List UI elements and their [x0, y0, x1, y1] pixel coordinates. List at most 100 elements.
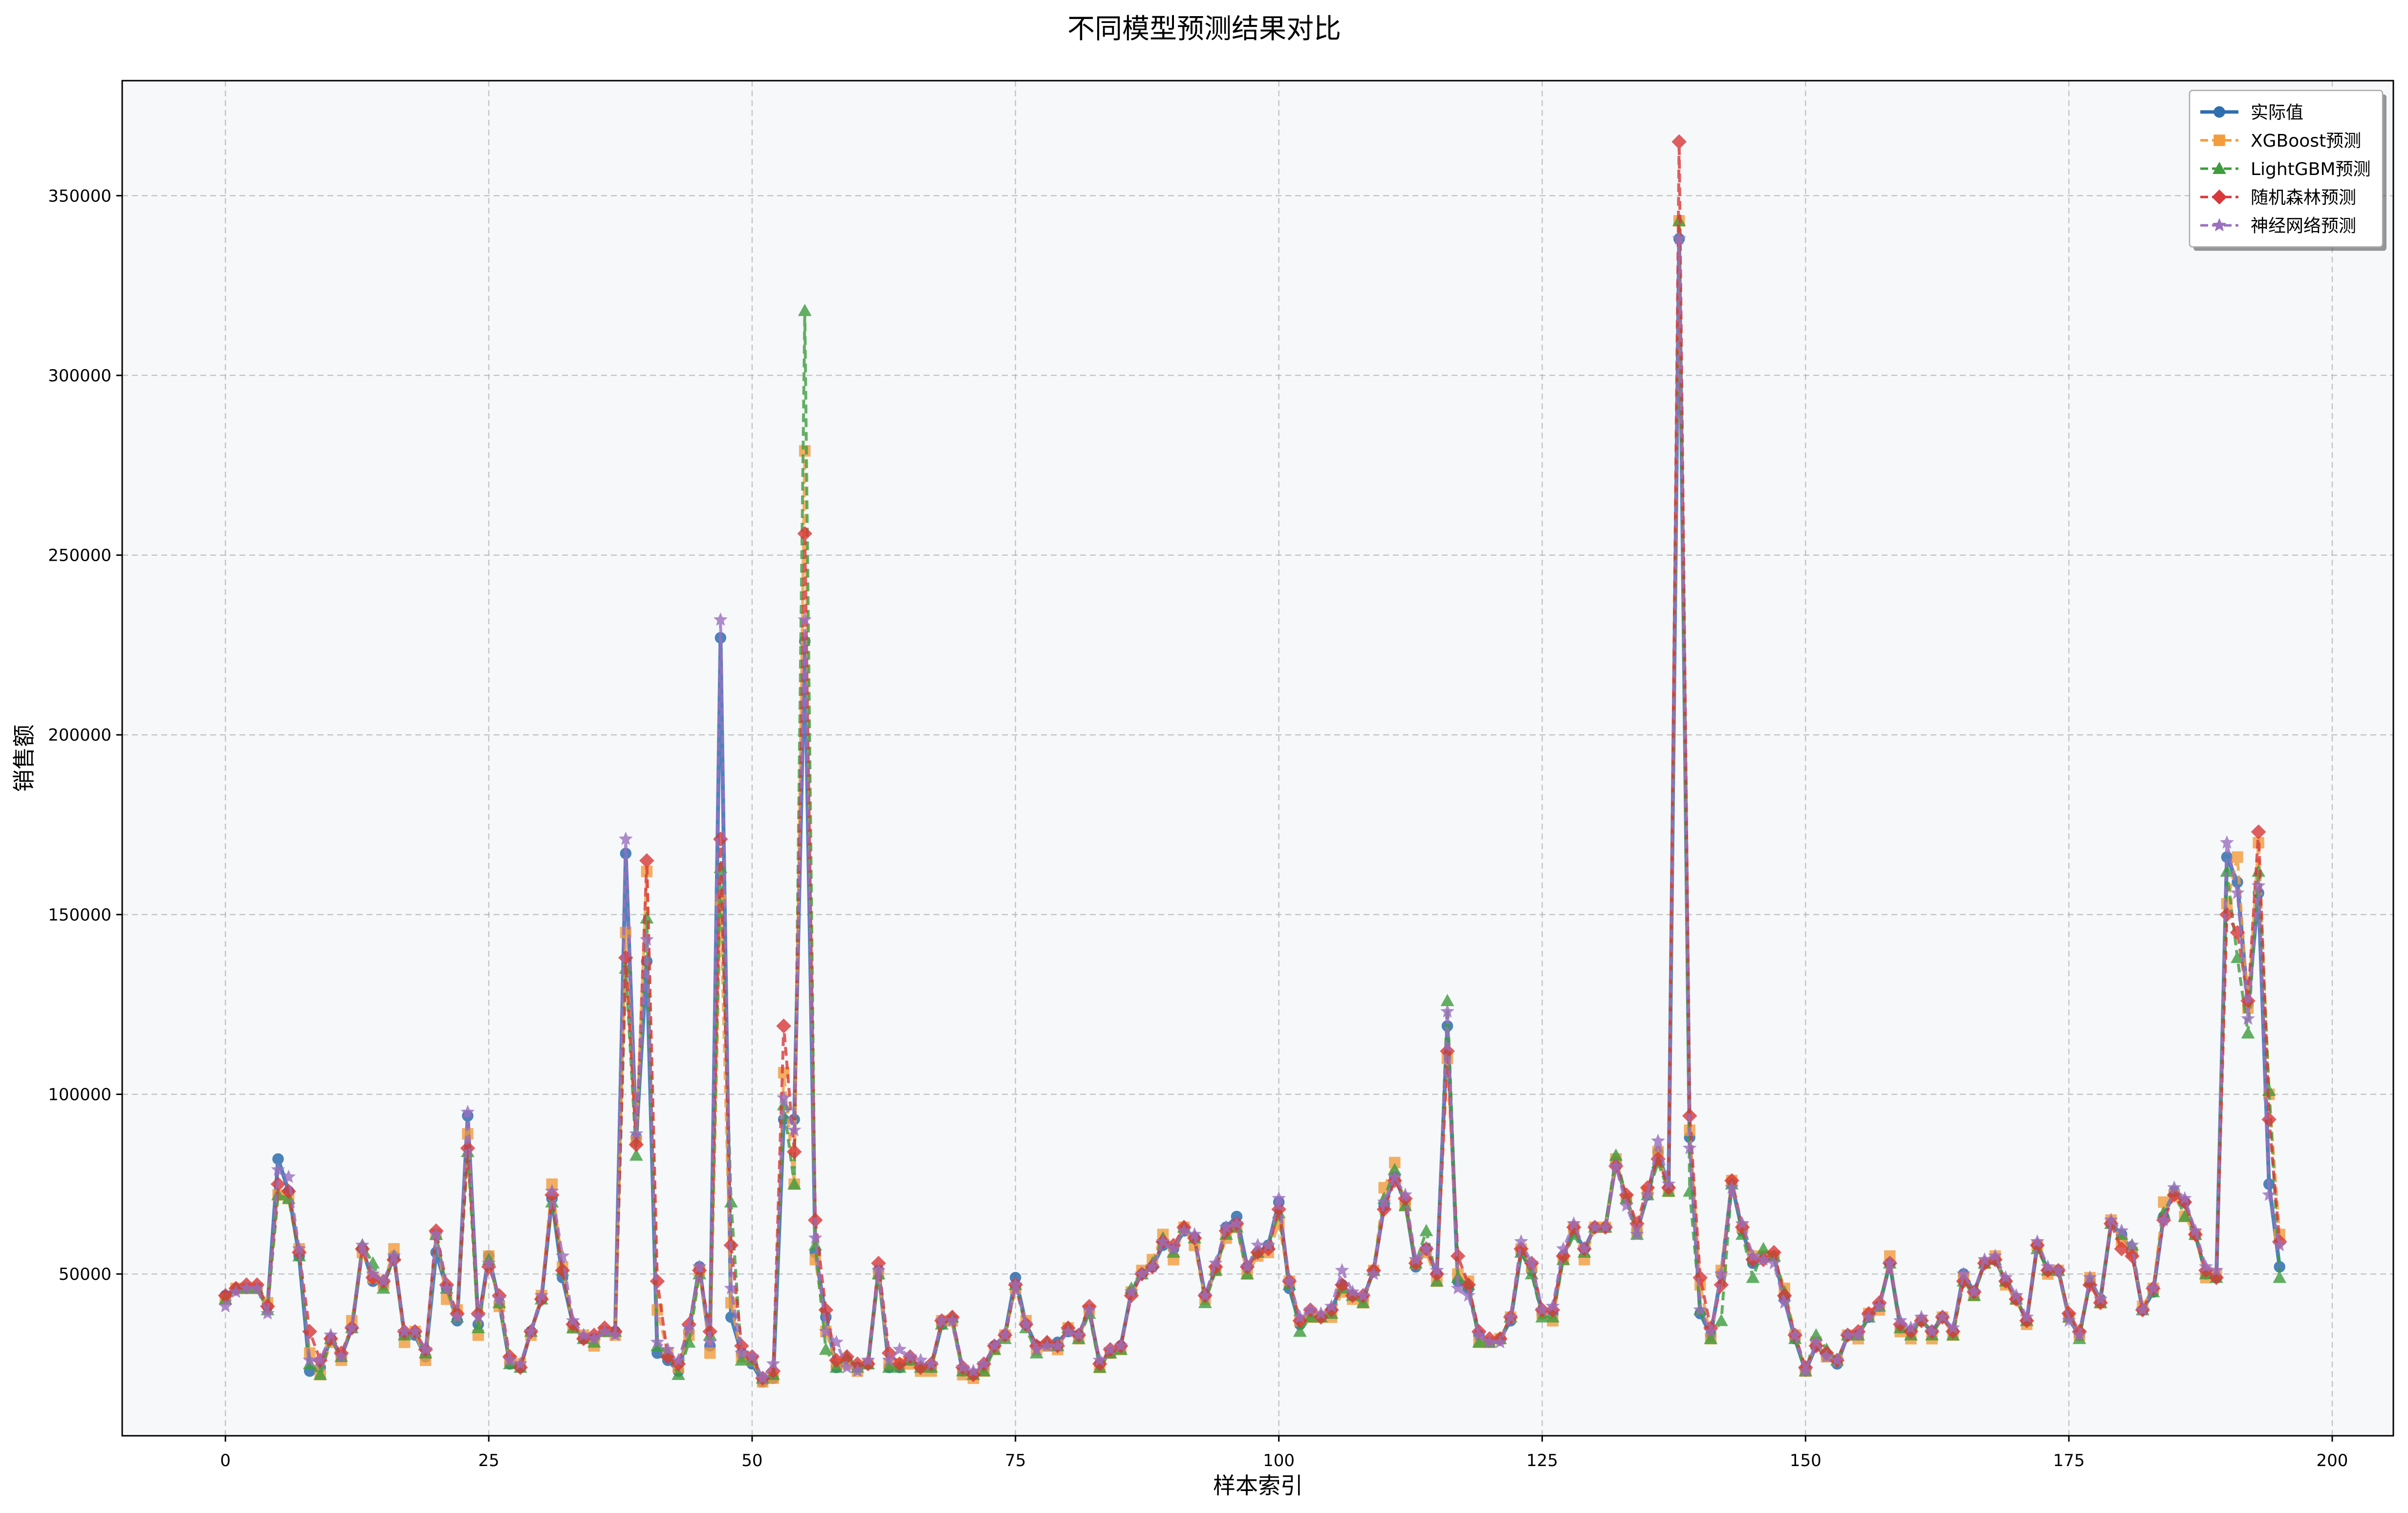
data-point	[682, 1320, 696, 1334]
data-point	[1503, 1310, 1518, 1323]
y-tick-label: 100000	[48, 1085, 111, 1104]
data-point	[703, 1335, 717, 1349]
data-point	[229, 1284, 243, 1298]
data-point	[672, 1367, 685, 1380]
data-point	[2251, 878, 2266, 892]
data-point	[313, 1353, 327, 1366]
legend-item: XGBoost预测	[2200, 131, 2361, 151]
data-point	[1651, 1133, 1665, 1147]
data-point	[2273, 1271, 2287, 1283]
data-point	[713, 612, 728, 626]
data-point	[1914, 1310, 1929, 1323]
data-point	[1809, 1335, 1823, 1349]
plot-frame	[121, 80, 2394, 1437]
data-point	[334, 1349, 348, 1363]
data-point	[2083, 1270, 2097, 1284]
data-point	[2177, 1191, 2192, 1205]
grid	[122, 81, 2393, 1436]
data-point	[355, 1238, 369, 1251]
data-point	[450, 1310, 464, 1323]
data-point	[555, 1249, 570, 1262]
data-point	[2230, 885, 2245, 899]
data-point	[1219, 1220, 1234, 1233]
data-point	[2114, 1223, 2129, 1237]
data-point	[2040, 1259, 2055, 1273]
y-tick-label: 150000	[48, 905, 111, 925]
data-point	[756, 1371, 770, 1384]
data-point	[1345, 1284, 1360, 1298]
data-point	[1650, 1151, 1666, 1167]
data-point	[513, 1360, 528, 1375]
data-point	[1124, 1284, 1139, 1298]
data-point	[2093, 1295, 2108, 1311]
data-point	[1830, 1353, 1844, 1366]
data-point	[1367, 1266, 1381, 1280]
y-tick-label: 350000	[48, 186, 111, 206]
data-point	[1071, 1327, 1086, 1341]
legend-item: 神经网络预测	[2200, 216, 2356, 236]
chart-title: 不同模型预测结果对比	[1067, 13, 1341, 45]
data-point	[2125, 1238, 2139, 1251]
data-point	[387, 1249, 401, 1262]
data-point	[576, 1327, 591, 1341]
data-point	[1261, 1238, 1276, 1251]
data-point	[1608, 1159, 1623, 1172]
data-point	[597, 1324, 612, 1338]
data-point	[1725, 1180, 1739, 1194]
legend-item: 实际值	[2200, 103, 2303, 123]
data-point	[2019, 1310, 2034, 1323]
data-point	[460, 1105, 475, 1118]
data-point	[1672, 231, 1687, 245]
legend-marker	[2213, 134, 2225, 146]
data-point	[1545, 1299, 1560, 1313]
data-point	[1714, 1266, 1729, 1280]
legend-label: 随机森林预测	[2251, 188, 2356, 208]
data-point	[797, 526, 813, 541]
data-point	[1862, 1310, 1876, 1323]
data-point	[955, 1360, 970, 1374]
data-point	[777, 1090, 791, 1104]
axis-ticks: 0 25 50 75 100 125 150 175 200 50000 100000 150000 2…	[48, 186, 2348, 1470]
data-point	[987, 1338, 1002, 1352]
x-tick-label: 175	[2053, 1451, 2085, 1470]
data-point	[1514, 1234, 1528, 1248]
data-point	[2167, 1180, 2182, 1194]
data-point	[787, 1122, 802, 1137]
data-point	[2251, 824, 2266, 840]
data-point	[1619, 1198, 1634, 1212]
data-point	[2198, 1259, 2213, 1273]
legend-label: XGBoost预测	[2251, 131, 2361, 151]
data-point	[976, 1356, 991, 1370]
y-axis-title: 销售额	[11, 724, 37, 792]
legend-marker	[2213, 106, 2225, 118]
data-point	[840, 1360, 854, 1374]
y-tick-label: 250000	[48, 546, 111, 566]
data-point	[734, 1345, 749, 1360]
data-point	[1661, 1177, 1676, 1190]
data-point	[1398, 1187, 1412, 1201]
x-tick-label: 125	[1526, 1451, 1558, 1470]
legend-marker	[2213, 161, 2226, 174]
data-point	[892, 1342, 907, 1356]
data-point	[1883, 1255, 1897, 1270]
data-point	[534, 1288, 549, 1302]
data-point	[1703, 1324, 1718, 1338]
x-tick-label: 100	[1263, 1451, 1295, 1470]
data-point	[1135, 1266, 1149, 1280]
series-5	[218, 231, 2287, 1384]
data-point	[704, 1347, 716, 1359]
data-point	[1461, 1288, 1475, 1302]
data-point	[1440, 1043, 1455, 1059]
data-point	[292, 1241, 306, 1255]
data-point	[1324, 1299, 1339, 1313]
data-point	[1524, 1255, 1539, 1270]
data-point	[818, 1302, 834, 1318]
data-point	[1303, 1302, 1318, 1316]
data-point	[1440, 1004, 1454, 1018]
data-point	[250, 1281, 264, 1294]
y-tick-label: 200000	[48, 725, 111, 745]
data-point	[2209, 1270, 2224, 1285]
data-point	[786, 1144, 802, 1160]
data-point	[1735, 1220, 1750, 1235]
